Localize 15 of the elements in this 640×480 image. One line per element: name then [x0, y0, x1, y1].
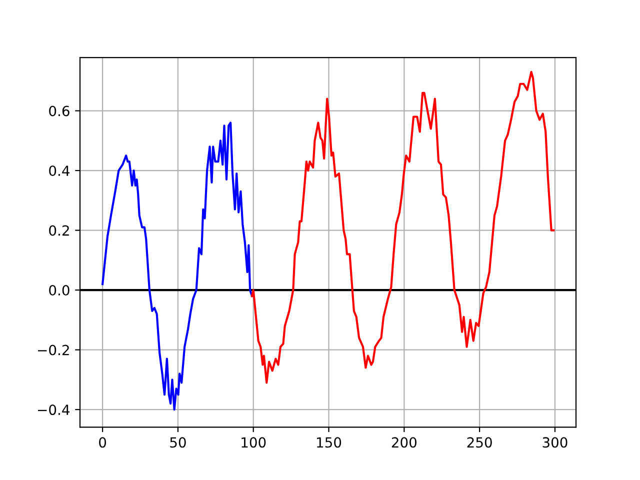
y-tick-label: −0.4	[38, 404, 70, 416]
y-tick-label: 0.2	[49, 225, 69, 236]
x-tick-label: 200	[392, 437, 416, 448]
line-series	[102, 122, 254, 411]
x-tick-label: 250	[467, 437, 492, 448]
y-tick-label: 0.6	[49, 106, 70, 116]
y-tick-label: 0.0	[49, 285, 70, 296]
x-tick-label: 50	[170, 437, 186, 448]
x-tick-label: 0	[99, 437, 106, 448]
line-series	[250, 70, 555, 384]
y-tick-label: 0.4	[49, 166, 70, 176]
x-tick-label: 100	[242, 437, 266, 448]
x-tick-label: 150	[317, 437, 342, 448]
x-tick-label: 300	[542, 437, 568, 448]
y-tick-label: −0.2	[38, 344, 69, 356]
